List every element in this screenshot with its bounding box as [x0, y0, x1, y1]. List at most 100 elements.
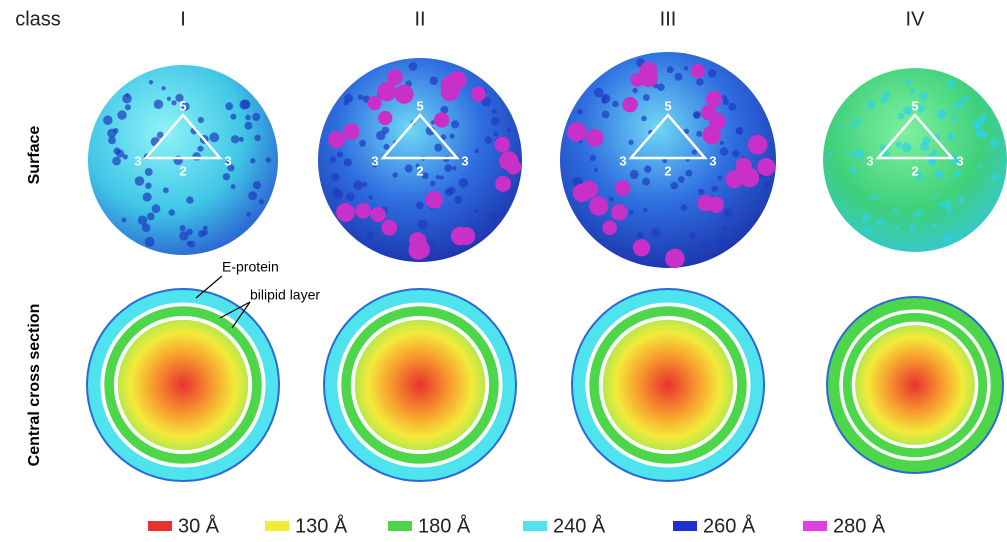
surface-bump [138, 215, 148, 225]
surface-bump [603, 95, 607, 99]
surface-bump [366, 231, 374, 239]
surface-bump [488, 211, 497, 220]
surface-bump [724, 209, 732, 217]
surface-bump [254, 135, 261, 142]
surface-bump [252, 113, 260, 121]
surface-bump [223, 173, 230, 180]
axis-label: 5 [911, 98, 918, 113]
spike [698, 195, 714, 211]
surface-bump [958, 196, 965, 203]
surface-bump [698, 188, 705, 195]
column-header: IV [906, 8, 926, 30]
surface-bump [246, 212, 251, 217]
spike [336, 203, 355, 222]
surface-bump [135, 176, 145, 186]
surface-bump [344, 158, 352, 166]
surface-bump [961, 95, 969, 103]
surface-bump [642, 178, 650, 186]
axis-label: 2 [179, 163, 186, 178]
surface-bump [855, 149, 865, 159]
surface-bump [145, 183, 151, 189]
surface-bump [955, 101, 963, 109]
spike [457, 227, 475, 245]
spike [633, 239, 650, 256]
spike [611, 204, 627, 220]
axis-label: 2 [911, 163, 918, 178]
surface-bump [681, 204, 688, 211]
surface-bump [902, 143, 912, 153]
surface-bump [910, 88, 916, 94]
surface-bump [722, 95, 727, 100]
surface-bump [935, 170, 942, 177]
surface-bump [657, 83, 665, 91]
spike [387, 69, 403, 85]
surface-bump [876, 195, 880, 199]
surface-bump [122, 94, 132, 104]
surface-bump [416, 201, 424, 209]
surface-bump [418, 220, 428, 230]
axis-label: 3 [619, 153, 626, 168]
surface-bump [168, 209, 175, 216]
spike [725, 170, 743, 188]
surface-bump [337, 151, 343, 157]
surface-bump [876, 218, 885, 227]
surface-bump [368, 195, 372, 199]
column-header: I [180, 8, 186, 30]
surface-bump [149, 80, 153, 84]
surface-bump [828, 152, 833, 157]
surface-bump [161, 86, 165, 90]
surface-bump [209, 132, 219, 142]
surface-bump [197, 146, 203, 152]
surface-bump [244, 122, 252, 130]
core [118, 320, 249, 451]
surface-bump [225, 102, 233, 110]
surface-bump [594, 168, 598, 172]
surface-bump [914, 210, 922, 218]
surface-bump [670, 182, 678, 190]
spike [328, 131, 345, 148]
surface-bump [474, 209, 478, 213]
surface-bump [344, 94, 353, 103]
spike [441, 75, 460, 94]
spike [434, 112, 449, 127]
surface-bump [103, 116, 112, 125]
surface-bump [187, 241, 192, 246]
column-header: III [660, 8, 677, 30]
surface-bump [459, 178, 469, 188]
spike [567, 122, 586, 141]
surface-bump [250, 158, 255, 163]
surface-bump [454, 196, 462, 204]
surface-bump [405, 164, 413, 172]
spike [748, 135, 768, 155]
surface-bump [383, 144, 389, 150]
surface-bump [167, 97, 171, 101]
spike [580, 181, 598, 199]
spike [506, 159, 521, 174]
surface-bump [837, 125, 841, 129]
axis-label: 2 [416, 163, 423, 178]
surface-bump [112, 157, 121, 166]
surface-bump [644, 165, 651, 172]
legend-label: 180 Å [418, 514, 471, 537]
surface-bump [331, 173, 339, 181]
surface-bump [444, 164, 452, 172]
spike [589, 196, 608, 215]
surface-bump [430, 181, 436, 187]
surface-bump [864, 226, 872, 234]
surface-bump [850, 124, 855, 129]
surface-bump [919, 92, 928, 101]
surface-bump [409, 62, 418, 71]
surface-bump [602, 111, 610, 119]
surface-bump [693, 111, 701, 119]
class-label: class [15, 8, 61, 30]
axis-label: 5 [179, 98, 186, 113]
surface-bump [154, 100, 164, 110]
surface-bump [179, 225, 185, 231]
surface-bump [667, 66, 674, 73]
surface-bump [684, 66, 689, 71]
legend-label: 130 Å [295, 514, 348, 537]
surface-bump [362, 182, 367, 187]
spike [356, 203, 371, 218]
surface-bump [353, 181, 363, 191]
surface-bump [239, 137, 244, 142]
